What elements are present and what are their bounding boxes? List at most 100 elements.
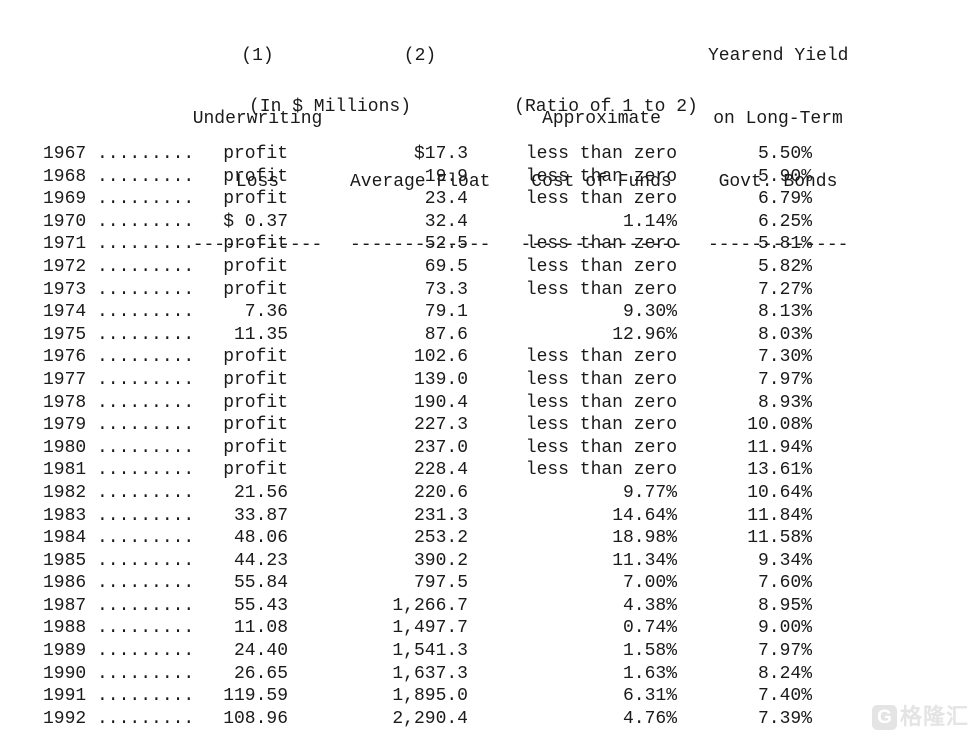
units-ratio-label: (Ratio of 1 to 2) [514, 97, 698, 117]
float-cell: 1,497.7 [392, 618, 468, 639]
year-cell: 1970 ......... [43, 211, 195, 232]
cost-cell: 7.00% [622, 573, 677, 594]
cost-cell: 1.14% [622, 211, 677, 232]
table-row: 1988 ......... 11.08 1,497.7 0.74% 9.00% [43, 617, 812, 640]
float-cell: 23.4 [424, 189, 468, 210]
loss-cell: 108.96 [223, 708, 288, 729]
table-header: (1) Underwriting Loss ------------ (2) A… [0, 5, 974, 255]
header-col4-line3: Govt. Bonds [718, 172, 838, 192]
yield-cell: 7.40% [757, 686, 812, 707]
float-cell: 253.2 [413, 528, 468, 549]
year-cell: 1983 ......... [43, 505, 195, 526]
table-row: 1980 ......... profit 237.0 less than ze… [43, 437, 812, 460]
float-cell: 1,266.7 [392, 595, 468, 616]
year-cell: 1986 ......... [43, 573, 195, 594]
cost-cell: 11.34% [612, 550, 677, 571]
header-col3-line1 [510, 45, 693, 68]
float-cell: 228.4 [413, 460, 468, 481]
year-cell: 1968 ......... [43, 166, 195, 187]
cost-cell: less than zero [525, 437, 677, 458]
year-cell: 1990 ......... [43, 663, 195, 684]
yield-cell: 10.64% [747, 482, 812, 503]
header-underwriting-loss: (1) Underwriting Loss ------------ [190, 5, 325, 297]
header-col2-line3: Average Float [350, 172, 491, 192]
year-cell: 1982 ......... [43, 482, 195, 503]
cost-cell: 14.64% [612, 505, 677, 526]
cost-cell: 6.31% [622, 686, 677, 707]
table-row: 1990 ......... 26.65 1,637.3 1.63% 8.24% [43, 663, 812, 686]
header-col2-number: (2) [403, 46, 437, 66]
year-cell: 1976 ......... [43, 347, 195, 368]
yield-cell: 5.90% [757, 166, 812, 187]
header-col3-line2: Approximate [542, 109, 661, 129]
float-cell: 2,290.4 [392, 708, 468, 729]
year-cell: 1978 ......... [43, 392, 195, 413]
cost-cell: less than zero [525, 144, 677, 164]
loss-cell: profit [223, 437, 288, 458]
loss-cell: 55.43 [233, 595, 288, 616]
yield-cell: 7.30% [757, 347, 812, 368]
loss-cell: profit [223, 189, 288, 210]
year-cell: 1971 ......... [43, 234, 195, 255]
year-cell: 1992 ......... [43, 708, 195, 729]
loss-cell: 24.40 [233, 641, 288, 662]
year-cell: 1984 ......... [43, 528, 195, 549]
yield-cell: 11.58% [747, 528, 812, 549]
table-row: 1975 ......... 11.35 87.6 12.96% 8.03% [43, 324, 812, 347]
yield-cell: 6.25% [757, 211, 812, 232]
header-average-float: (2) Average Float ------------- [350, 5, 490, 297]
header-col1-line2: Underwriting [192, 109, 323, 129]
year-cell: 1981 ......... [43, 460, 195, 481]
cost-cell: less than zero [525, 347, 677, 368]
loss-cell: $ 0.37 [223, 211, 288, 232]
loss-cell: 11.08 [233, 618, 288, 639]
yield-cell: 8.24% [757, 663, 812, 684]
float-cell: 52.5 [424, 234, 468, 255]
gelonghui-logo-icon: G [871, 705, 897, 730]
cost-cell: 18.98% [612, 528, 677, 549]
table-row: 1968 ......... profit 19.9 less than zer… [43, 166, 812, 189]
table-row: 1967 ......... profit $17.3 less than ze… [43, 143, 812, 166]
yield-cell: 5.50% [757, 144, 812, 164]
year-cell: 1972 ......... [43, 256, 195, 277]
loss-cell: profit [223, 256, 288, 277]
watermark: G 格隆汇 [871, 705, 969, 730]
table-row: 1987 ......... 55.43 1,266.7 4.38% 8.95% [43, 595, 812, 618]
year-cell: 1980 ......... [43, 437, 195, 458]
cost-cell: 1.58% [622, 641, 677, 662]
float-cell: 231.3 [413, 505, 468, 526]
cost-cell: less than zero [525, 166, 677, 187]
float-cell: 139.0 [413, 369, 468, 390]
yield-cell: 7.60% [757, 573, 812, 594]
table-row: 1986 ......... 55.84 797.5 7.00% 7.60% [43, 572, 812, 595]
table-row: 1991 ......... 119.59 1,895.0 6.31% 7.40… [43, 685, 812, 708]
loss-cell: profit [223, 460, 288, 481]
table-row: 1992 ......... 108.96 2,290.4 4.76% 7.39… [43, 708, 812, 731]
cost-cell: less than zero [525, 415, 677, 436]
header-col4-line1: Yearend Yield [708, 46, 849, 66]
yield-cell: 5.81% [757, 234, 812, 255]
loss-cell: profit [223, 279, 288, 300]
cost-cell: less than zero [525, 392, 677, 413]
header-col3-rule: --------------- [520, 235, 683, 255]
table-row: 1972 ......... profit 69.5 less than zer… [43, 256, 812, 279]
watermark-text: 格隆汇 [899, 705, 969, 730]
yield-cell: 7.97% [757, 369, 812, 390]
table-row: 1979 ......... profit 227.3 less than ze… [43, 414, 812, 437]
year-cell: 1969 ......... [43, 189, 195, 210]
yield-cell: 8.95% [757, 595, 812, 616]
year-cell: 1975 ......... [43, 324, 195, 345]
table-row: 1983 ......... 33.87 231.3 14.64% 11.84% [43, 505, 812, 528]
loss-cell: profit [223, 415, 288, 436]
loss-cell: 119.59 [223, 686, 288, 707]
cost-cell: 12.96% [612, 324, 677, 345]
yield-cell: 7.27% [757, 279, 812, 300]
header-govt-bond-yield: Yearend Yield on Long-Term Govt. Bonds -… [708, 5, 848, 297]
cost-cell: less than zero [525, 279, 677, 300]
yield-cell: 7.39% [757, 708, 812, 729]
table-row: 1978 ......... profit 190.4 less than ze… [43, 392, 812, 415]
cost-cell: less than zero [525, 460, 677, 481]
float-cell: 237.0 [413, 437, 468, 458]
cost-cell: 4.76% [622, 708, 677, 729]
